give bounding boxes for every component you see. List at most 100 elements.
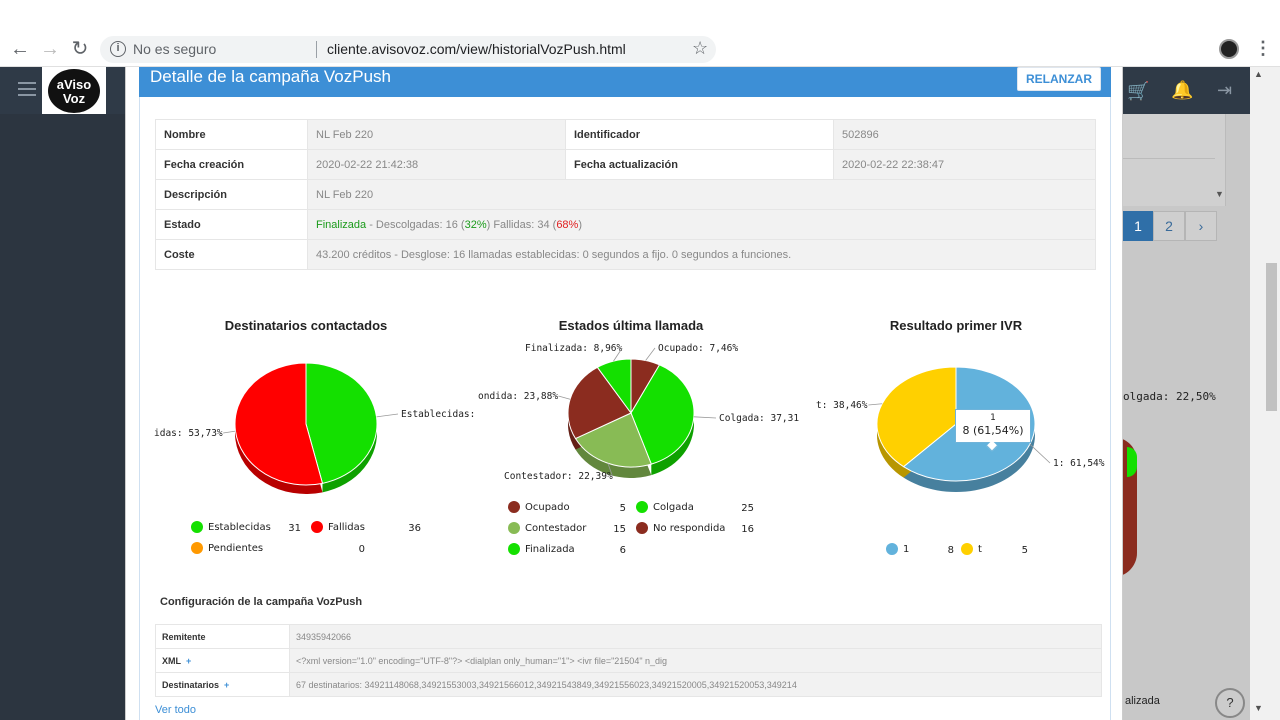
legend-value: 0 (358, 544, 365, 555)
page-scrollbar[interactable]: ▲ ▼ (1250, 67, 1280, 720)
bell-icon[interactable]: 🔔 (1171, 80, 1194, 100)
pie-slice-side (903, 367, 1035, 492)
table-row: Nombre NL Feb 220 Identificador 502896 (155, 119, 1096, 150)
pie-label-connector (223, 430, 236, 434)
pie-slice (234, 362, 324, 486)
app-logo[interactable]: aViso Voz (42, 67, 106, 114)
legend-value: 6 (619, 545, 626, 556)
legend-item[interactable]: Finalizada (508, 543, 575, 555)
legend-value: 36 (408, 523, 421, 534)
pagination: 1 2 › (1123, 211, 1217, 241)
pie-label-connector (645, 347, 656, 361)
legend-value: 5 (619, 503, 626, 514)
config-section-title: Configuración de la campaña VozPush (160, 596, 363, 608)
url-text[interactable]: cliente.avisovoz.com/view/historialVozPu… (327, 41, 626, 57)
profile-avatar[interactable] (1219, 39, 1239, 59)
legend-item[interactable]: Colgada (636, 501, 694, 513)
fecha-actualizacion-value: 2020-02-22 22:38:47 (833, 149, 1096, 180)
campaign-detail-modal: Detalle de la campaña VozPush RELANZAR N… (125, 67, 1123, 720)
identificador-value: 502896 (833, 119, 1096, 150)
coste-value: 43.200 créditos - Desglose: 16 llamadas … (307, 239, 1096, 270)
pie-slice (305, 362, 378, 484)
pie-label-connector (607, 463, 613, 477)
legend-label: Finalizada (525, 544, 575, 555)
menu-kebab-icon[interactable]: ⋮ (1254, 38, 1272, 58)
legend-dot (311, 521, 323, 533)
chart-title-destinatarios: Destinatarios contactados (224, 318, 388, 333)
table-row: Coste 43.200 créditos - Desglose: 16 lla… (155, 239, 1096, 270)
legend-dot (636, 501, 648, 513)
charts-area: Establecidas: idas: 53,73% Ocupado: 7,46% C… (154, 343, 1105, 494)
background-legend-label: alizada (1125, 695, 1160, 707)
descripcion-label: Descripción (155, 179, 308, 210)
destinatarios-label: Destinatarios (162, 679, 220, 690)
estado-part2: ) Fallidas: 34 ( (486, 218, 557, 231)
info-icon[interactable]: i (110, 41, 126, 57)
logo-mark: aViso Voz (48, 69, 100, 113)
legend-label: Contestador (525, 523, 587, 534)
hamburger-menu-icon[interactable] (18, 82, 36, 96)
destinatarios-expand-button[interactable]: + (224, 679, 230, 690)
legend-item[interactable]: Contestador (508, 522, 586, 534)
legend-item[interactable]: 1 (886, 543, 909, 555)
address-bar[interactable]: i No es seguro cliente.avisovoz.com/view… (100, 36, 716, 63)
ver-todo-link[interactable]: Ver todo (155, 704, 196, 716)
modal-body-frame (139, 97, 1111, 720)
legend-item[interactable]: No respondida (636, 522, 725, 534)
scroll-down-icon[interactable]: ▼ (1254, 703, 1263, 713)
modal-title: Detalle de la campaña VozPush (150, 67, 391, 86)
pie-label-connector (1029, 443, 1051, 464)
legend-item[interactable]: t (961, 543, 982, 555)
legend-value: 16 (741, 524, 754, 535)
nombre-label: Nombre (155, 119, 308, 150)
legend-label: 1 (903, 544, 910, 555)
forward-arrow-icon[interactable]: → (40, 38, 60, 60)
xml-expand-button[interactable]: + (186, 655, 192, 666)
chart-title-ivr: Resultado primer IVR (889, 318, 1023, 333)
page-1-button[interactable]: 1 (1123, 211, 1153, 241)
xml-value: <?xml version="1.0" encoding="UTF-8"?> <… (289, 648, 1102, 673)
nombre-value: NL Feb 220 (307, 119, 566, 150)
background-chart-label: olgada: 22,50% (1123, 390, 1216, 403)
pie-slice-label: t: 38,46% (816, 400, 868, 411)
bookmark-star-icon[interactable]: ☆ (692, 38, 709, 58)
scroll-thumb[interactable] (1266, 263, 1277, 411)
estado-pct-descolgadas: 32% (464, 218, 487, 231)
relanzar-button[interactable]: RELANZAR (1017, 67, 1101, 91)
cart-icon[interactable]: 🛒 (1127, 81, 1150, 101)
legend-item[interactable]: Ocupado (508, 501, 570, 513)
xml-label: XML (162, 655, 181, 666)
pie-label-connector (693, 416, 717, 419)
legend-item[interactable]: Fallidas (311, 521, 365, 533)
logout-icon[interactable]: ⇥ (1217, 80, 1233, 100)
security-label[interactable]: No es seguro (133, 41, 217, 57)
legend-label: Colgada (653, 502, 694, 513)
page-2-button[interactable]: 2 (1153, 211, 1185, 241)
table-row: Descripción NL Feb 220 (155, 179, 1096, 210)
scroll-up-icon[interactable]: ▲ (1254, 69, 1263, 79)
back-arrow-icon[interactable]: ← (10, 38, 30, 60)
reload-icon[interactable]: ↻ (71, 38, 89, 60)
pie-label-connector (613, 347, 623, 362)
fecha-creacion-label: Fecha creación (155, 149, 308, 180)
destinatarios-value: 67 destinatarios: 34921148068,3492155300… (289, 672, 1102, 697)
table-row: Remitente 34935942066 (155, 624, 1102, 649)
pie-slice-side (575, 424, 652, 478)
config-table: Remitente 34935942066 XML + <?xml version… (155, 624, 1102, 697)
remitente-label: Remitente (155, 624, 290, 649)
estado-label: Estado (155, 209, 308, 240)
legend-item[interactable]: Establecidas (191, 521, 271, 533)
legend-value: 5 (1021, 545, 1028, 556)
legend-dot (961, 543, 973, 555)
legend-dot (508, 543, 520, 555)
estado-status: Finalizada (316, 218, 367, 231)
help-button[interactable]: ? (1215, 688, 1245, 718)
descripcion-value: NL Feb 220 (307, 179, 1096, 210)
page-next-button[interactable]: › (1185, 211, 1217, 241)
legend-item[interactable]: Pendientes (191, 542, 263, 554)
legend-dot (886, 543, 898, 555)
legend-label: Ocupado (525, 502, 570, 513)
pie-label-connector (558, 395, 571, 400)
legend-label: Fallidas (328, 522, 365, 533)
pie-slice-label: 1: 61,54% (1053, 458, 1105, 469)
